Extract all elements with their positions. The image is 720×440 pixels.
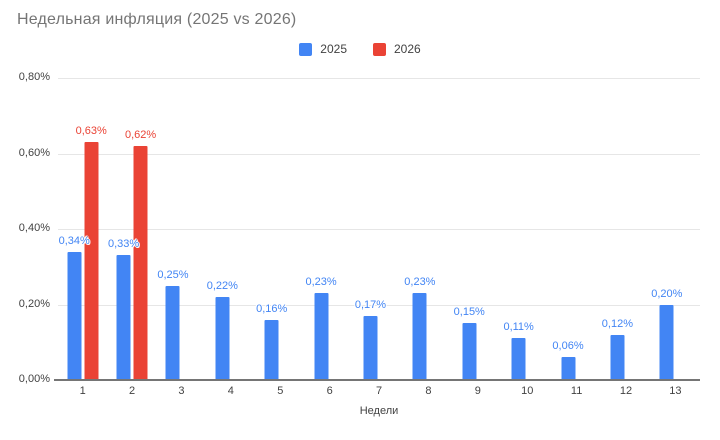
bar-2025-week-9 — [462, 323, 477, 380]
x-tick-label-3: 3 — [178, 385, 185, 397]
bar-group-week-6: 0,23% — [305, 78, 354, 380]
legend-label-2025: 2025 — [320, 42, 347, 56]
gridline — [58, 304, 700, 306]
bar-value-label-2026-week-1: 0,63% — [75, 125, 107, 138]
x-tick-label-4: 4 — [227, 385, 234, 397]
y-axis-labels: 0,00% 0,20% 0,40% 0,60% 0,80% — [0, 71, 50, 385]
bar-value-label-2025-week-5: 0,16% — [256, 302, 288, 315]
bar-2025-week-4 — [215, 296, 230, 380]
chart-title: Недельная инфляция (2025 vs 2026) — [17, 11, 297, 28]
legend-item-2026: 2026 — [373, 42, 421, 56]
legend-item-2025: 2025 — [299, 42, 347, 56]
x-tick-label-8: 8 — [425, 385, 432, 397]
bar-group-week-4: 0,22% — [206, 78, 255, 380]
bar-2025-week-11 — [561, 357, 576, 380]
x-axis-labels: 1 2 3 4 5 6 7 8 9 10 11 12 13 — [58, 385, 700, 397]
legend-label-2026: 2026 — [394, 42, 421, 56]
x-tick-label-1: 1 — [79, 385, 86, 397]
bar-2025-week-2 — [116, 255, 131, 380]
bar-group-week-11: 0,06% — [552, 78, 601, 380]
bar-group-week-9: 0,15% — [453, 78, 502, 380]
x-axis-title: Недели — [359, 405, 399, 417]
bar-value-label-2025-week-6: 0,23% — [305, 276, 337, 289]
bar-value-label-2025-week-7: 0,17% — [354, 298, 387, 311]
bar-group-week-5: 0,16% — [256, 78, 305, 380]
bar-2025-week-8 — [412, 293, 427, 380]
gridline — [58, 229, 700, 230]
y-tick-label: 0,60% — [18, 146, 50, 159]
bar-value-label-2025-week-11: 0,06% — [552, 340, 584, 353]
bar-group-week-2: 0,33% 0,62% — [107, 78, 156, 380]
bar-2025-week-3 — [165, 285, 180, 380]
bar-value-label-2025-week-12: 0,12% — [601, 317, 634, 330]
y-tick-label: 0,80% — [18, 71, 50, 83]
bar-group-week-7: 0,17% — [354, 78, 403, 380]
x-tick-label-13: 13 — [669, 385, 682, 397]
bar-2025-week-1 — [67, 251, 82, 380]
y-tick-label: 0,00% — [18, 373, 50, 385]
chart-legend: 2025 2026 — [0, 41, 720, 57]
x-tick-label-11: 11 — [570, 385, 583, 397]
bar-2025-week-12 — [610, 334, 625, 380]
bar-2025-week-13 — [659, 304, 674, 380]
bar-2025-week-7 — [363, 315, 378, 380]
x-tick-label-7: 7 — [375, 385, 383, 397]
gridline — [58, 153, 700, 155]
bar-group-week-10: 0,11% — [502, 78, 551, 380]
plot-area: 0,34% 0,63% 0,33% 0,62% 0,25% 0,22% 0,16% 0,23%… — [54, 78, 700, 381]
bar-2025-week-10 — [511, 338, 526, 380]
bar-value-label-2025-week-3: 0,25% — [157, 268, 189, 281]
bar-2025-week-6 — [314, 293, 329, 380]
bar-value-label-2025-week-13: 0,20% — [651, 287, 683, 300]
bar-2025-week-5 — [264, 319, 279, 380]
x-tick-label-9: 9 — [474, 385, 481, 397]
x-tick-label-5: 5 — [277, 385, 284, 397]
bar-value-label-2025-week-9: 0,15% — [453, 306, 485, 319]
bar-value-label-2026-week-2: 0,62% — [124, 128, 157, 141]
bar-group-week-13: 0,20% — [651, 78, 700, 380]
x-tick-label-6: 6 — [326, 385, 333, 397]
legend-swatch-2025-icon — [299, 42, 313, 56]
bar-2026-week-2 — [133, 145, 148, 380]
bar-group-week-3: 0,25% — [157, 78, 206, 380]
y-tick-label: 0,40% — [18, 222, 50, 234]
x-tick-label-2: 2 — [129, 385, 136, 397]
bar-value-label-2025-week-2: 0,33% — [107, 238, 140, 251]
bar-group-week-1: 0,34% 0,63% — [58, 78, 107, 380]
x-tick-label-10: 10 — [521, 385, 534, 397]
legend-swatch-2026-icon — [373, 42, 386, 56]
y-tick-label: 0,20% — [18, 297, 50, 310]
bar-value-label-2025-week-8: 0,23% — [404, 276, 436, 289]
bar-group-week-12: 0,12% — [601, 78, 650, 380]
bar-value-label-2025-week-10: 0,11% — [503, 321, 534, 334]
bar-value-label-2025-week-4: 0,22% — [206, 279, 238, 292]
x-axis-line — [54, 379, 700, 381]
x-tick-label-12: 12 — [619, 385, 633, 397]
gridline — [58, 78, 700, 79]
bar-group-week-8: 0,23% — [404, 78, 453, 380]
bar-2026-week-1 — [84, 142, 99, 380]
bar-value-label-2025-week-1: 0,34% — [58, 234, 90, 247]
